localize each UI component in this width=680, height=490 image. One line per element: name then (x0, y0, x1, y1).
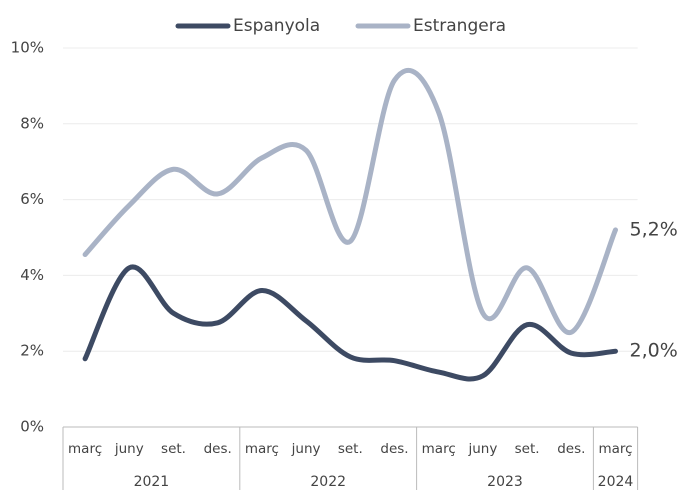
y-tick-label: 6% (20, 190, 44, 208)
series-line (82, 67, 618, 335)
y-tick-label: 0% (20, 418, 44, 436)
x-tick-label: juny (114, 441, 144, 457)
y-tick-label: 10% (11, 39, 44, 57)
group-label: 2021 (134, 474, 170, 490)
x-tick-label: març (245, 441, 279, 457)
x-tick-label: juny (467, 441, 497, 457)
group-label: 2023 (487, 474, 523, 490)
y-tick-label: 2% (20, 342, 44, 360)
x-tick-label: set. (515, 441, 540, 457)
x-tick-label: des. (380, 441, 408, 457)
x-tick-label: març (598, 441, 632, 457)
x-tick-label: març (422, 441, 456, 457)
legend-label: Estrangera (413, 16, 506, 36)
x-tick-label: juny (291, 441, 321, 457)
x-tick-label: set. (161, 441, 186, 457)
x-tick-label: des. (204, 441, 232, 457)
group-label: 2022 (310, 474, 346, 490)
y-tick-label: 4% (20, 266, 44, 284)
data-label: 2,0% (630, 340, 678, 362)
series-line (82, 264, 618, 382)
x-tick-label: març (68, 441, 102, 457)
x-tick-label: des. (557, 441, 585, 457)
data-label: 5,2% (630, 218, 678, 240)
x-tick-label: set. (338, 441, 363, 457)
y-tick-label: 8% (20, 114, 44, 132)
legend-label: Espanyola (233, 16, 320, 36)
group-label: 2024 (598, 474, 634, 490)
